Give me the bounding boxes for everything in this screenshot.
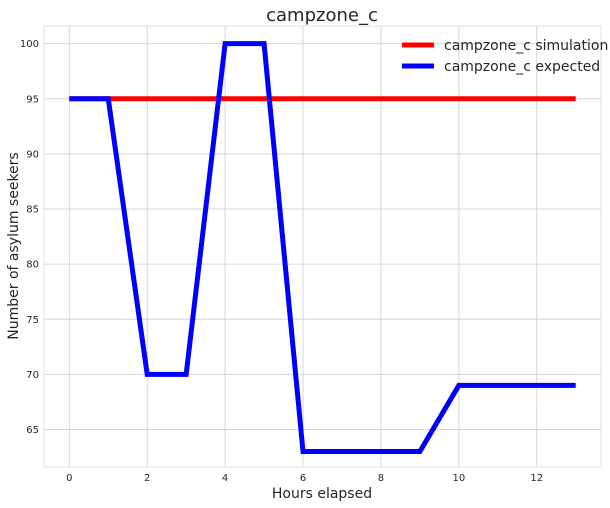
y-tick-label: 75 <box>26 315 39 326</box>
x-tick-label: 4 <box>222 473 228 484</box>
x-tick-label: 8 <box>378 473 384 484</box>
x-tick-label: 6 <box>300 473 306 484</box>
y-tick-label: 65 <box>26 425 39 436</box>
x-axis-title: Hours elapsed <box>272 486 372 502</box>
legend: campzone_c simulation campzone_c expected <box>402 38 608 75</box>
y-tick-label: 90 <box>26 149 39 160</box>
series-line-expected <box>69 41 576 455</box>
y-tick-label: 80 <box>26 260 39 271</box>
legend-label: campzone_c expected <box>444 59 600 75</box>
x-tick-label: 10 <box>452 473 465 484</box>
y-axis-title: Number of asylum seekers <box>6 152 22 339</box>
y-tick-label: 85 <box>26 205 39 216</box>
chart-title: campzone_c <box>266 5 378 26</box>
y-tick-label: 70 <box>26 370 39 381</box>
x-tick-label: 0 <box>66 473 72 484</box>
x-tick-label: 2 <box>144 473 150 484</box>
x-tick-label: 12 <box>530 473 543 484</box>
y-tick-label: 95 <box>26 94 39 105</box>
y-tick-label: 100 <box>20 39 39 50</box>
plot-area <box>43 25 602 468</box>
legend-label: campzone_c simulation <box>444 38 608 54</box>
